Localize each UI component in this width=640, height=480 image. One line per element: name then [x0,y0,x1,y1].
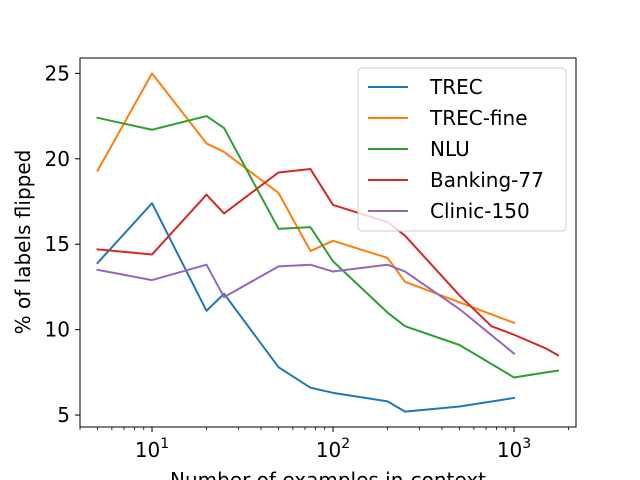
y-axis-label: % of labels flipped [11,150,35,335]
series-line-trec [96,202,516,413]
y-tick-label: 20 [45,147,70,171]
legend-label: TREC-fine [429,106,528,130]
x-axis-label: Number of examples in-context [170,468,486,480]
x-tick-label: 101 [135,436,169,462]
legend-box [357,67,567,232]
y-tick-label: 15 [45,232,70,256]
legend-label: NLU [430,137,470,161]
y-tick-label: 5 [57,403,70,427]
legend-label: Banking-77 [430,168,544,192]
y-tick-label: 25 [45,61,70,85]
series-line-clinic-150 [96,263,516,355]
x-tick-label: 103 [497,436,531,462]
legend-label: TREC [429,75,483,99]
axes-frame [79,57,577,428]
series-line-nlu [96,115,560,379]
legend: TREC TREC-fine NLU Banking-77 Clinic-150 [357,67,567,232]
legend-label: Clinic-150 [430,199,530,223]
axes-layer: 5 10 15 20 25 101 102 103 [45,57,577,462]
y-tick-label: 10 [45,318,70,342]
x-tick-label: 102 [316,436,350,462]
